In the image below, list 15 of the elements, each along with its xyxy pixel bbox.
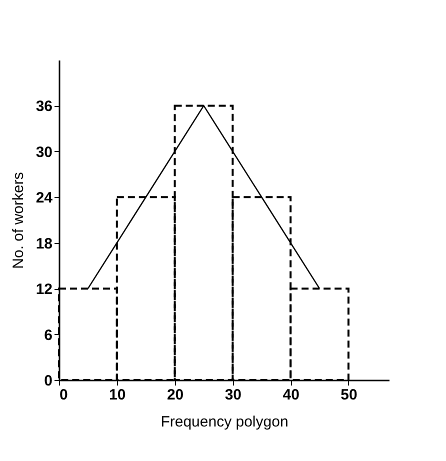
x-tick-label: 40 (282, 386, 300, 404)
y-tick-label: 36 (36, 98, 52, 116)
y-tick-label: 6 (44, 326, 52, 344)
y-tick-label: 30 (36, 144, 52, 161)
x-tick-label: 30 (224, 386, 242, 404)
x-tick-label: 10 (109, 386, 126, 404)
y-tick-label: 18 (36, 235, 52, 252)
x-tick-label: 50 (340, 386, 358, 404)
x-axis-title: Frequency polygon (160, 414, 288, 430)
y-tick-label: 0 (44, 372, 52, 390)
x-tick-label: 20 (166, 386, 184, 404)
y-axis-title: No. of workers (10, 172, 27, 269)
y-tick-label: 12 (36, 281, 52, 298)
y-tick-label: 24 (36, 190, 54, 207)
x-tick-label: 0 (60, 386, 68, 404)
